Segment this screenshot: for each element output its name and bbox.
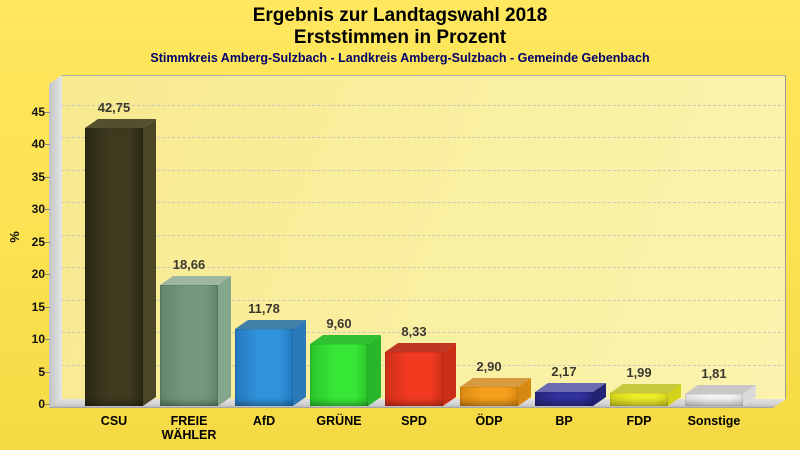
y-tick-label: 15 [31, 299, 45, 314]
bar--dp [460, 387, 518, 406]
gridline-35 [62, 169, 786, 171]
bar-value-gr-ne: 9,60 [326, 316, 352, 331]
bar-side--dp [518, 378, 531, 406]
bar-value-sonstige: 1,81 [701, 366, 727, 381]
category-label-csu: CSU [100, 414, 128, 428]
y-tick-label: 45 [31, 104, 45, 119]
category-label-gr-ne: GRÜNE [316, 414, 362, 428]
bar-top-afd [235, 320, 306, 329]
bar-top-bp [535, 383, 606, 392]
category-label-spd: SPD [401, 414, 427, 428]
gridline-40 [62, 137, 786, 138]
gridline-20 [62, 267, 786, 268]
y-tick-label: 10 [31, 332, 45, 346]
gridline-15 [62, 299, 786, 301]
y-tick-label: 30 [31, 202, 45, 216]
y-tick-mark [45, 209, 50, 210]
y-tick-mark [45, 176, 50, 178]
bar-afd [235, 329, 293, 406]
gridline-25 [62, 234, 786, 236]
bar-value-freie-w-hler: 18,66 [172, 257, 206, 272]
y-tick-mark [45, 306, 50, 308]
chart-title-line1: Ergebnis zur Landtagswahl 2018 [252, 5, 548, 26]
y-tick-mark [45, 339, 50, 340]
category-label--dp: ÖDP [475, 414, 503, 428]
bar-sonstige [685, 394, 743, 406]
y-tick-mark [45, 144, 50, 145]
bar-side-afd [293, 320, 306, 406]
bar-top-csu [85, 119, 156, 128]
plot-left-wall-3d [49, 75, 62, 408]
bar-top--dp [460, 378, 531, 387]
category-label-sonstige: Sonstige [687, 414, 741, 428]
y-tick-label: 35 [31, 169, 45, 184]
bar-csu [85, 128, 143, 406]
gridline-30 [62, 202, 786, 203]
category-label-afd: AfD [252, 414, 276, 428]
bar-value-fdp: 1,99 [626, 365, 652, 380]
bar-spd [385, 352, 443, 406]
bar-side-gr-ne [368, 335, 381, 406]
y-tick-mark [45, 404, 50, 405]
y-tick-label: 20 [31, 267, 45, 281]
y-tick-mark [45, 371, 50, 373]
bar-top-spd [385, 343, 456, 352]
bar-top-freie-w-hler [160, 276, 231, 285]
y-tick-mark [45, 274, 50, 275]
y-tick-mark [45, 241, 50, 243]
bar-value-csu: 42,75 [97, 100, 131, 115]
chart-title-line2: Erststimmen in Prozent [293, 27, 507, 48]
y-tick-label: 40 [31, 137, 45, 151]
bar-fdp [610, 393, 668, 406]
gridline-45 [62, 104, 786, 106]
bar-top-sonstige [685, 385, 756, 394]
bar-freie-w-hler [160, 285, 218, 406]
y-tick-label: 5 [38, 364, 45, 379]
bar-value-bp: 2,17 [551, 364, 577, 379]
category-label-bp: BP [555, 414, 573, 428]
chart-caption: Stimmkreis Amberg-Sulzbach - Landkreis A… [150, 51, 650, 65]
bar-side-freie-w-hler [218, 276, 231, 406]
y-tick-mark [45, 111, 50, 113]
y-axis-title: % [7, 231, 22, 243]
bar-side-csu [143, 119, 156, 406]
category-label-freie-w-hler: FREIE WÄHLER [161, 414, 217, 442]
category-label-fdp: FDP [626, 414, 652, 428]
bar-side-spd [443, 343, 456, 406]
bar-top-fdp [610, 384, 681, 393]
y-tick-label: 0 [38, 397, 45, 411]
bar-gr-ne [310, 344, 368, 406]
bar-top-gr-ne [310, 335, 381, 344]
bar-bp [535, 392, 593, 406]
y-tick-label: 25 [31, 234, 45, 249]
gridline-10 [62, 332, 786, 333]
bar-value--dp: 2,90 [476, 359, 502, 374]
bar-value-spd: 8,33 [401, 324, 427, 339]
bar-value-afd: 11,78 [248, 301, 280, 316]
